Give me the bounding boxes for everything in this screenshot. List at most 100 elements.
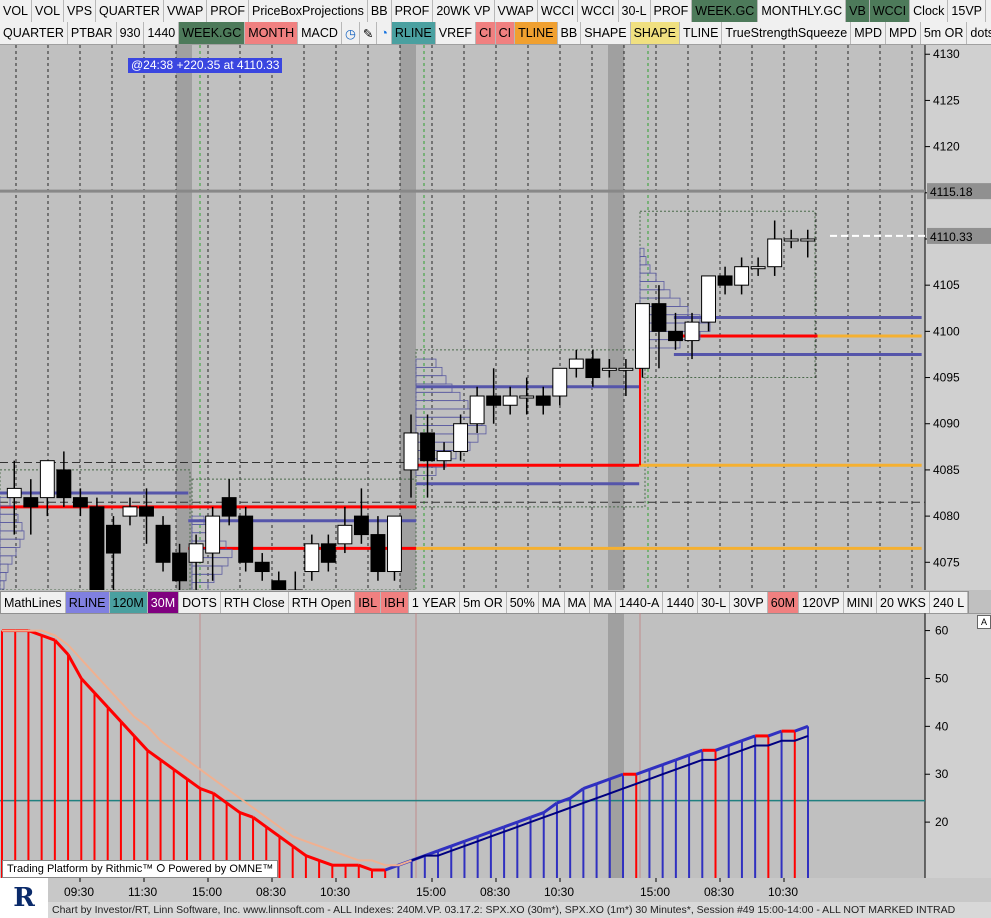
toolbar2-button-17[interactable]: SHAPE bbox=[630, 22, 680, 44]
candle-body-22 bbox=[370, 534, 386, 573]
toolbar2-button-20[interactable]: MPD bbox=[851, 22, 887, 44]
toolbar2-button-4[interactable]: WEEK.GC bbox=[179, 22, 246, 44]
toolbar3-button-11[interactable]: 50% bbox=[507, 592, 539, 613]
toolbar1-button-6[interactable]: PriceBoxProjections bbox=[249, 0, 368, 22]
toolbar1-button-13[interactable]: 30-L bbox=[619, 0, 651, 22]
price-label-10: 4080 bbox=[933, 509, 960, 523]
toolbar1-button-4[interactable]: VWAP bbox=[164, 0, 208, 22]
toolbar3-button-23[interactable]: 240 L bbox=[930, 592, 969, 613]
toolbar1-button-15[interactable]: WEEK.GC bbox=[692, 0, 759, 22]
restore-icon[interactable]: ⧉ bbox=[986, 0, 991, 22]
toolbar2-button-9[interactable]: ◔ bbox=[377, 22, 392, 44]
toolbar1-button-10[interactable]: VWAP bbox=[495, 0, 538, 22]
toolbar1-button-11[interactable]: WCCI bbox=[538, 0, 579, 22]
toolbar2-button-14[interactable]: TLINE bbox=[515, 22, 558, 44]
candle-body-11 bbox=[188, 543, 204, 563]
toolbar3-button-19[interactable]: 60M bbox=[767, 592, 800, 613]
toolbar2-button-19[interactable]: TrueStrengthSqueeze bbox=[722, 22, 852, 44]
toolbar1-button-5[interactable]: PROF bbox=[207, 0, 250, 22]
toolbar3-button-16[interactable]: 1440 bbox=[663, 592, 699, 613]
toolbar1-button-14[interactable]: PROF bbox=[651, 0, 693, 22]
osc-line-seg-10 bbox=[119, 720, 136, 737]
osc-label-2: 40 bbox=[935, 719, 949, 733]
profile-box-3 bbox=[639, 210, 816, 379]
osc-line-seg-23 bbox=[291, 844, 307, 857]
toolbar1-button-2[interactable]: VPS bbox=[64, 0, 97, 22]
toolbar3-button-4[interactable]: DOTS bbox=[179, 592, 221, 613]
toolbar2-button-5[interactable]: MONTH bbox=[245, 22, 299, 44]
toolbar1-button-8[interactable]: PROF bbox=[392, 0, 434, 22]
toolbar3-button-13[interactable]: MA bbox=[565, 592, 591, 613]
toolbar1-button-3[interactable]: QUARTER bbox=[96, 0, 164, 22]
toolbar1-button-18[interactable]: WCCI bbox=[869, 0, 911, 22]
time-label-4: 10:30 bbox=[320, 885, 350, 899]
oscillator-chart[interactable]: 60 50 40 30 20 bbox=[0, 613, 991, 878]
toolbar2-button-23[interactable]: dots bbox=[967, 22, 991, 44]
toolbar3-button-20[interactable]: 120VP bbox=[799, 592, 844, 613]
toolbar1-button-12[interactable]: WCCI bbox=[578, 0, 619, 22]
toolbar1-button-20[interactable]: 15VP bbox=[948, 0, 987, 22]
price-label-7: 4095 bbox=[933, 371, 960, 385]
toolbar3-button-5[interactable]: RTH Close bbox=[221, 592, 289, 613]
osc-line-seg-18 bbox=[225, 801, 241, 814]
toolbar2-button-12[interactable]: CI bbox=[476, 22, 496, 44]
toolbar1-button-0[interactable]: VOL bbox=[0, 0, 33, 22]
price-label-9: 4085 bbox=[933, 463, 960, 477]
toolbar2-button-6[interactable]: MACD bbox=[298, 22, 342, 44]
toolbar1-button-9[interactable]: 20WK VP bbox=[433, 0, 495, 22]
toolbar2-button-0[interactable]: QUARTER bbox=[0, 22, 68, 44]
toolbar3-button-0[interactable]: MathLines bbox=[1, 592, 66, 613]
toolbar2-button-10[interactable]: RLINE bbox=[391, 22, 436, 44]
toolbar3-button-21[interactable]: MINI bbox=[844, 592, 878, 613]
toolbar1-button-1[interactable]: VOL bbox=[32, 0, 65, 22]
toolbar2-button-18[interactable]: TLINE bbox=[680, 22, 723, 44]
session-band-2 bbox=[608, 45, 624, 590]
osc-line-seg-37 bbox=[477, 830, 492, 838]
toolbar1-button-16[interactable]: MONTHLY.GC bbox=[758, 0, 847, 22]
candle-body-19 bbox=[320, 543, 336, 563]
toolbar3-button-12[interactable]: MA bbox=[539, 592, 565, 613]
toolbar3-button-7[interactable]: IBL bbox=[355, 592, 382, 613]
toolbar2-button-8[interactable]: ✎ bbox=[360, 22, 378, 44]
toolbar2-button-2[interactable]: 930 bbox=[117, 22, 145, 44]
candle-body-9 bbox=[155, 524, 171, 563]
toolbar3-button-14[interactable]: MA bbox=[590, 592, 617, 613]
toolbar2-button-1[interactable]: PTBAR bbox=[68, 22, 117, 44]
toolbar2-button-15[interactable]: BB bbox=[558, 22, 582, 44]
candle-body-3 bbox=[56, 469, 72, 499]
toolbar2-button-21[interactable]: MPD bbox=[886, 22, 921, 44]
profile-box-1 bbox=[191, 478, 417, 590]
toolbar2-button-3[interactable]: 1440 bbox=[144, 22, 180, 44]
candle-body-35 bbox=[585, 358, 601, 379]
toolbar3-button-1[interactable]: RLINE bbox=[65, 592, 110, 613]
toolbar3-button-3[interactable]: 30M bbox=[147, 592, 180, 613]
osc-line-seg-50 bbox=[648, 763, 664, 771]
candle-body-26 bbox=[436, 450, 452, 462]
candle-body-37 bbox=[618, 367, 634, 371]
toolbar3-button-18[interactable]: 30VP bbox=[730, 592, 768, 613]
toolbar2-button-22[interactable]: 5m OR bbox=[921, 22, 968, 44]
toolbar3-button-22[interactable]: 20 WKS bbox=[877, 592, 930, 613]
candle-body-1 bbox=[23, 497, 39, 508]
toolbar2-button-11[interactable]: VREF bbox=[436, 22, 477, 44]
toolbar2-button-13[interactable]: CI bbox=[495, 22, 516, 44]
osc-line-seg-35 bbox=[450, 839, 465, 848]
toolbar3-button-8[interactable]: IBH bbox=[381, 592, 409, 613]
toolbar1-button-17[interactable]: VB bbox=[846, 0, 870, 22]
osc-label-0: 60 bbox=[935, 624, 949, 638]
toolbar3-button-2[interactable]: 120M bbox=[109, 592, 148, 613]
toolbar3-button-15[interactable]: 1440-A bbox=[616, 592, 664, 613]
indicator-badge[interactable]: A bbox=[977, 615, 991, 629]
toolbar3-button-10[interactable]: 5m OR bbox=[460, 592, 507, 613]
footer-status: Chart by Investor/RT, Linn Software, Inc… bbox=[0, 902, 991, 918]
toolbar3-button-9[interactable]: 1 YEAR bbox=[409, 592, 461, 613]
candle-body-36 bbox=[601, 367, 617, 371]
candle-body-38 bbox=[634, 303, 650, 369]
toolbar2-button-7[interactable]: ◷ bbox=[342, 22, 360, 44]
toolbar1-button-19[interactable]: Clock bbox=[910, 0, 949, 22]
toolbar1-button-7[interactable]: BB bbox=[368, 0, 392, 22]
price-chart[interactable]: 4130412541204115411041054100409540904085… bbox=[0, 45, 991, 590]
toolbar2-button-16[interactable]: SHAPE bbox=[581, 22, 631, 44]
toolbar3-button-17[interactable]: 30-L bbox=[698, 592, 731, 613]
toolbar3-button-6[interactable]: RTH Open bbox=[289, 592, 356, 613]
